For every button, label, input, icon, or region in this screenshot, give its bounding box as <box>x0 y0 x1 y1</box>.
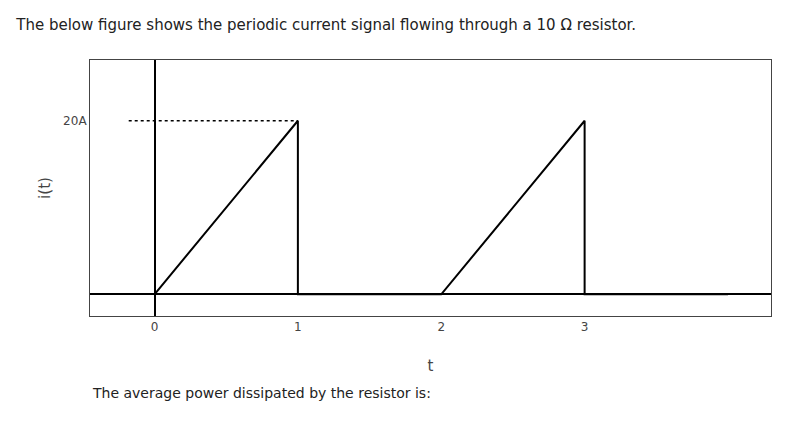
svg-text:The average power dissipated b: The average power dissipated by the resi… <box>92 385 431 401</box>
svg-text:i(t): i(t) <box>36 177 54 199</box>
svg-text:20A: 20A <box>63 114 87 128</box>
svg-text:t: t <box>428 357 434 375</box>
svg-text:0: 0 <box>151 320 159 334</box>
svg-text:1: 1 <box>294 320 302 334</box>
svg-text:The below figure shows the per: The below figure shows the periodic curr… <box>15 16 636 34</box>
svg-text:3: 3 <box>581 320 589 334</box>
svg-text:2: 2 <box>437 320 445 334</box>
